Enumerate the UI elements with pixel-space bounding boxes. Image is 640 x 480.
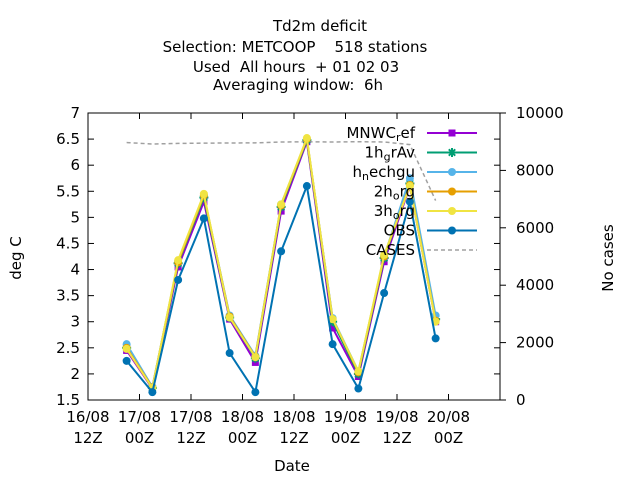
- data-point: [148, 388, 157, 397]
- x-tick-label-hour: 00Z: [331, 429, 360, 447]
- data-point: [225, 349, 234, 358]
- title-line-2: Selection: METCOOP 518 stations: [163, 38, 428, 56]
- star-stroke: [448, 148, 456, 157]
- legend-label: 3horg: [374, 202, 415, 222]
- data-point: [380, 289, 389, 298]
- data-point: [174, 256, 183, 265]
- series-layer: [122, 134, 441, 397]
- x-tick-label-hour: 12Z: [382, 429, 411, 447]
- y2-tick-label: 8000: [516, 161, 554, 179]
- y-tick-label: 2.5: [56, 339, 80, 357]
- data-point: [277, 200, 286, 209]
- x-tick-label-date: 18/08: [272, 408, 315, 426]
- y2-tick-label: 2000: [516, 334, 554, 352]
- legend-label: MNWCref: [346, 124, 415, 144]
- y2-tick-label: 4000: [516, 276, 554, 294]
- y-tick-label: 5.5: [56, 182, 80, 200]
- x-tick-label-date: 17/08: [118, 408, 161, 426]
- y-axis: 1.5 2 2.5 3 3.5 4 4.5 5 5.5 6 6.5 7: [56, 104, 500, 409]
- legend-marker: [448, 187, 456, 196]
- legend-marker: [448, 226, 456, 235]
- x-tick-label-date: 20/08: [427, 408, 470, 426]
- legend-marker: [448, 207, 456, 215]
- series-5: [122, 182, 440, 397]
- x-tick-label-date: 19/08: [324, 408, 367, 426]
- legend-label: CASES: [366, 241, 415, 259]
- x-tick-label-date: 19/08: [375, 408, 418, 426]
- data-point: [328, 340, 337, 349]
- plot-border: [87, 112, 501, 401]
- title-line-4: Averaging window: 6h: [213, 76, 383, 94]
- data-point: [405, 197, 414, 206]
- y2-axis: 0 2000 4000 6000 8000 10000: [500, 104, 564, 409]
- y-tick-label: 3.5: [56, 287, 80, 305]
- data-point: [380, 250, 389, 259]
- data-point: [354, 367, 363, 376]
- data-point: [122, 356, 131, 365]
- data-point: [277, 247, 286, 256]
- legend-label: 1hgrAv: [365, 144, 416, 164]
- y-axis-label: deg C: [7, 236, 25, 280]
- data-point: [354, 384, 363, 393]
- x-tick-label-hour: 00Z: [434, 429, 463, 447]
- legend-marker: [448, 129, 456, 137]
- x-tick-label-hour: 12Z: [73, 429, 102, 447]
- data-point: [199, 189, 208, 198]
- data-point: [302, 134, 311, 143]
- y2-tick-label: 10000: [516, 104, 564, 122]
- y-tick-label: 4.5: [56, 234, 80, 252]
- plot-frame: [87, 112, 501, 401]
- legend-marker: [447, 148, 457, 157]
- x-tick-label-date: 18/08: [221, 408, 264, 426]
- x-axis-label: Date: [274, 457, 310, 475]
- data-point: [174, 275, 183, 284]
- y2-tick-label: 0: [516, 391, 526, 409]
- x-tick-label-hour: 12Z: [279, 429, 308, 447]
- x-axis: 16/08 12Z 17/08 00Z 17/08 12Z 18/08 00Z 18/08 12Z…: [66, 113, 470, 447]
- y-tick-label: 6: [70, 156, 80, 174]
- title-line-3: Used All hours + 01 02 03: [193, 58, 399, 76]
- data-point: [329, 324, 337, 332]
- data-point: [431, 334, 440, 343]
- data-point: [251, 353, 260, 362]
- data-point: [225, 313, 234, 322]
- legend-label: OBS: [384, 222, 415, 240]
- data-point: [199, 214, 208, 223]
- data-point: [405, 174, 414, 183]
- y-tick-label: 5: [70, 208, 80, 226]
- legend-marker: [448, 168, 456, 176]
- cases-line: [126, 140, 437, 201]
- cases-series: [126, 140, 437, 201]
- x-tick-label-hour: 00Z: [125, 429, 154, 447]
- x-tick-label-hour: 00Z: [228, 429, 257, 447]
- data-point: [405, 182, 414, 191]
- data-point: [122, 344, 131, 353]
- y-tick-label: 4: [70, 261, 80, 279]
- y-tick-label: 1.5: [56, 391, 80, 409]
- x-tick-label-hour: 12Z: [176, 429, 205, 447]
- title-line-1: Td2m deficit: [272, 17, 367, 35]
- y-tick-label: 7: [70, 104, 80, 122]
- x-tick-label-date: 16/08: [66, 408, 109, 426]
- y2-tick-label: 6000: [516, 219, 554, 237]
- legend-label: 2horg: [374, 183, 415, 203]
- data-point: [251, 388, 260, 397]
- chart-title: Td2m deficit Selection: METCOOP 518 stat…: [163, 17, 428, 94]
- y2-axis-label: No cases: [599, 224, 617, 292]
- series-4: [122, 134, 440, 392]
- data-point: [302, 182, 311, 191]
- y-tick-label: 2: [70, 365, 80, 383]
- data-point: [328, 315, 337, 324]
- legend-label: hnechgu: [352, 163, 415, 183]
- y-tick-label: 3: [70, 313, 80, 331]
- y-tick-label: 6.5: [56, 130, 80, 148]
- x-tick-label-date: 17/08: [169, 408, 212, 426]
